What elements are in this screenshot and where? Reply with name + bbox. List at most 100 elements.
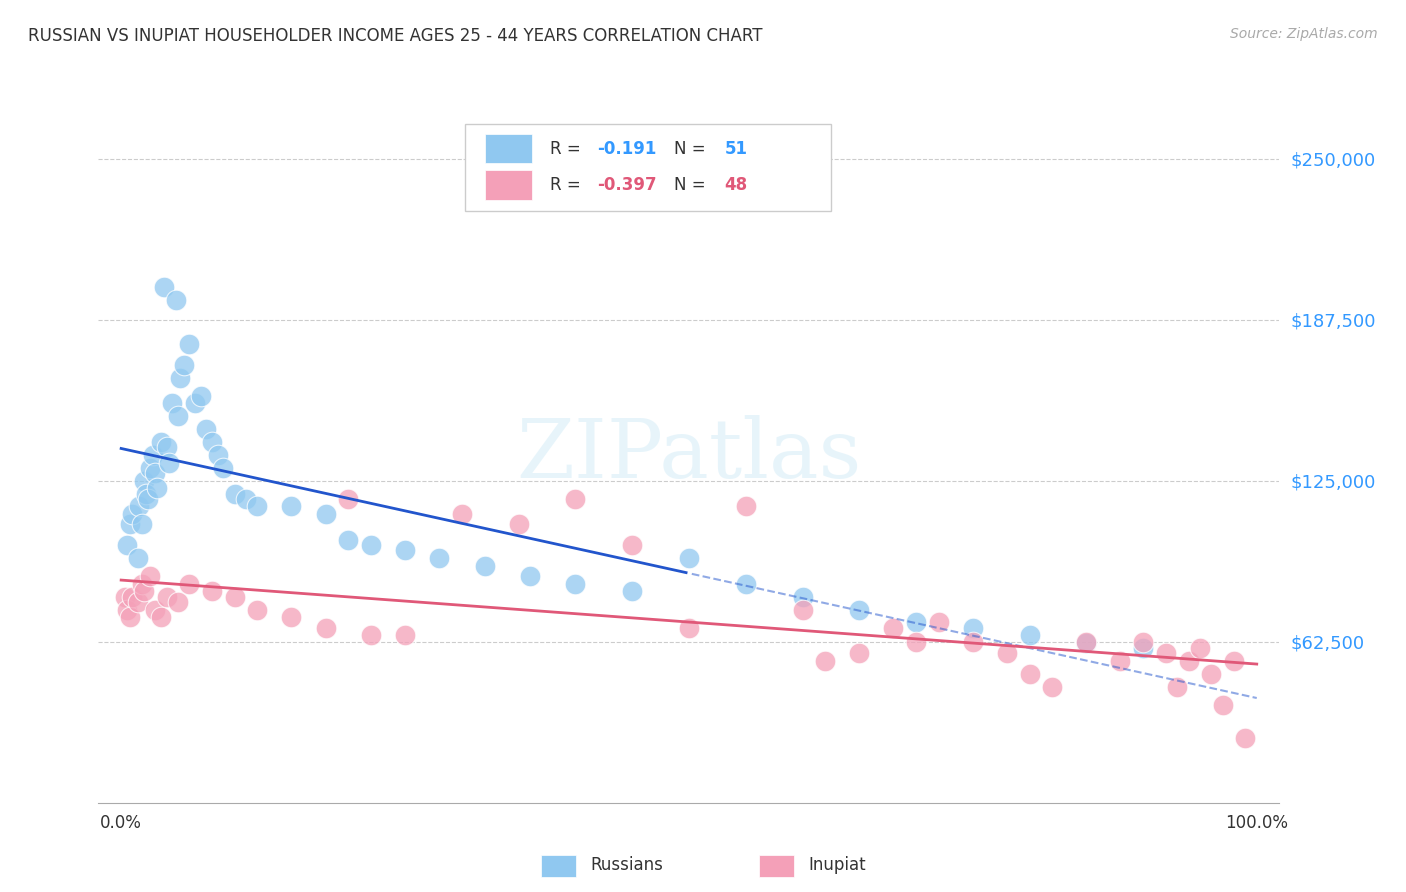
Point — [246, 602, 269, 616]
Point — [128, 500, 150, 514]
Point — [360, 628, 382, 642]
Point — [201, 435, 224, 450]
Point — [201, 584, 224, 599]
Point — [280, 610, 302, 624]
Point — [179, 337, 201, 351]
Point — [360, 538, 382, 552]
Point — [1018, 628, 1040, 642]
Point — [246, 500, 269, 514]
Text: R =: R = — [550, 140, 585, 158]
Text: Source: ZipAtlas.com: Source: ZipAtlas.com — [1230, 27, 1378, 41]
Point — [427, 551, 450, 566]
Point — [564, 576, 586, 591]
Point — [1076, 634, 1098, 648]
Point — [131, 576, 153, 591]
Point — [146, 482, 169, 496]
Text: -0.191: -0.191 — [596, 140, 657, 158]
Point — [142, 448, 165, 462]
Point — [474, 558, 496, 573]
Point — [792, 590, 814, 604]
Point — [235, 491, 257, 506]
Point — [190, 389, 212, 403]
Point — [138, 460, 160, 475]
Point — [127, 551, 149, 566]
Point — [1109, 654, 1132, 668]
Point — [315, 621, 337, 635]
Text: ZIPatlas: ZIPatlas — [516, 415, 862, 495]
Point — [280, 500, 302, 514]
Point — [212, 460, 235, 475]
Bar — [485, 170, 531, 200]
Point — [315, 507, 337, 521]
Point — [121, 507, 143, 521]
Text: N =: N = — [673, 140, 710, 158]
Point — [165, 293, 187, 308]
Point — [121, 590, 143, 604]
Point — [224, 590, 246, 604]
Point — [115, 602, 138, 616]
Point — [450, 507, 472, 521]
Point — [138, 491, 160, 506]
Point — [814, 654, 837, 668]
Point — [962, 621, 984, 635]
Point — [621, 584, 644, 599]
Point — [1040, 680, 1063, 694]
Point — [138, 569, 160, 583]
Point — [734, 576, 756, 591]
Point — [508, 517, 530, 532]
Point — [114, 590, 136, 604]
Point — [162, 396, 183, 410]
Point — [1018, 667, 1040, 681]
Point — [1177, 654, 1199, 668]
Point — [224, 486, 246, 500]
Point — [1212, 698, 1234, 712]
Point — [848, 646, 870, 660]
Point — [564, 491, 586, 506]
Point — [1076, 636, 1098, 650]
Point — [678, 621, 700, 635]
Point — [928, 615, 950, 630]
Point — [1154, 646, 1177, 660]
Point — [1188, 641, 1211, 656]
Text: 48: 48 — [724, 176, 748, 194]
Point — [1132, 641, 1154, 656]
Point — [519, 569, 541, 583]
Point — [848, 602, 870, 616]
Point — [120, 610, 142, 624]
Point — [149, 610, 172, 624]
Point — [195, 422, 218, 436]
Point — [149, 435, 172, 450]
Point — [143, 602, 166, 616]
Text: 51: 51 — [724, 140, 748, 158]
Bar — [485, 134, 531, 163]
Point — [734, 500, 756, 514]
Point — [169, 370, 191, 384]
Point — [157, 456, 180, 470]
Point — [337, 491, 360, 506]
Point — [179, 576, 201, 591]
Text: R =: R = — [550, 176, 585, 194]
Point — [1132, 634, 1154, 648]
Point — [167, 409, 190, 424]
Point — [882, 621, 904, 635]
Point — [155, 440, 177, 454]
Point — [115, 538, 138, 552]
Point — [394, 543, 416, 558]
Point — [207, 448, 229, 462]
Point — [167, 595, 190, 609]
Text: -0.397: -0.397 — [596, 176, 657, 194]
Point — [153, 280, 176, 294]
Point — [905, 615, 928, 630]
Point — [962, 634, 984, 648]
Point — [621, 538, 644, 552]
Point — [173, 358, 195, 372]
Point — [905, 634, 928, 648]
Point — [143, 466, 166, 480]
Text: Inupiat: Inupiat — [808, 856, 866, 874]
Point — [131, 517, 153, 532]
Point — [127, 595, 149, 609]
Point — [184, 396, 207, 410]
Point — [337, 533, 360, 547]
Point — [1234, 731, 1257, 746]
Point — [120, 517, 142, 532]
